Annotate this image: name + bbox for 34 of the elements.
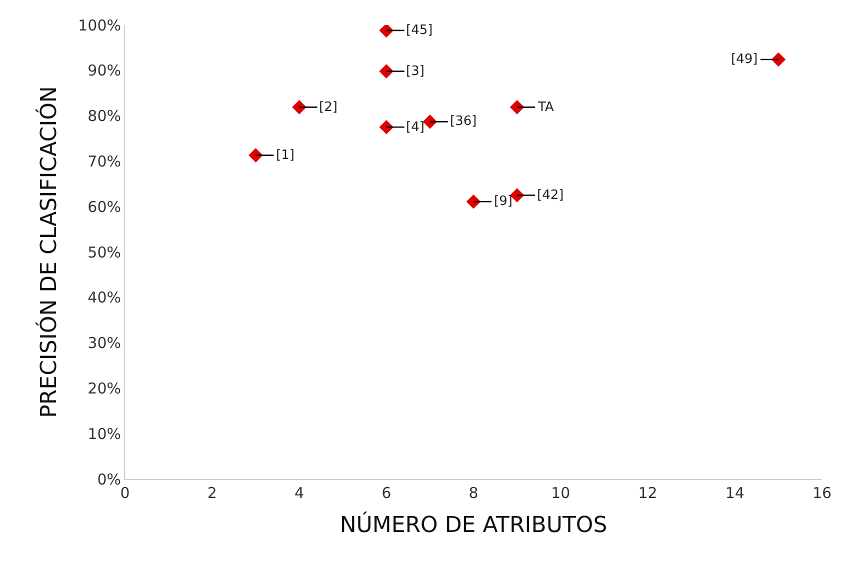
x-tick-label: 6 (382, 484, 392, 502)
x-tick-label: 14 (725, 484, 744, 502)
annotation: TA (537, 100, 554, 115)
annotation: [42] (537, 188, 564, 203)
x-tick-label: 10 (551, 484, 570, 502)
y-tick-label: 100% (78, 16, 121, 34)
x-tick-label: 16 (812, 484, 832, 502)
y-axis-title: PRECISIÓN DE CLASIFICACIÓN (34, 86, 62, 418)
x-tick-label: 8 (468, 484, 478, 502)
y-tick-label: 60% (88, 198, 121, 216)
x-axis-title: NÚMERO DE ATRIBUTOS (340, 510, 608, 538)
point (292, 100, 306, 114)
annotation: [49] (731, 52, 758, 67)
annotation: [2] (319, 100, 338, 115)
y-tick-label: 20% (88, 379, 121, 398)
annotation: [9] (494, 194, 512, 209)
y-tick-label: 90% (88, 62, 121, 80)
annotation: [4] (406, 120, 424, 135)
y-tick-label: 10% (88, 424, 121, 443)
y-tick-label: 70% (88, 152, 121, 170)
x-tick-label: 4 (294, 484, 304, 502)
annotation: [36] (450, 114, 477, 129)
y-tick-label: 30% (88, 334, 121, 352)
x-tick-label: 12 (638, 484, 658, 502)
annotation: [45] (406, 23, 433, 38)
y-tick-label: 80% (88, 107, 121, 126)
y-tick-label: 50% (88, 243, 121, 262)
point (379, 25, 394, 38)
annotation: [1] (276, 148, 294, 163)
x-tick-label: 2 (207, 484, 217, 502)
x-tick-label: 0 (120, 484, 130, 502)
y-tick-label: 0% (97, 470, 121, 488)
y-tick-label: 40% (88, 288, 121, 307)
annotation: [3] (406, 64, 424, 79)
